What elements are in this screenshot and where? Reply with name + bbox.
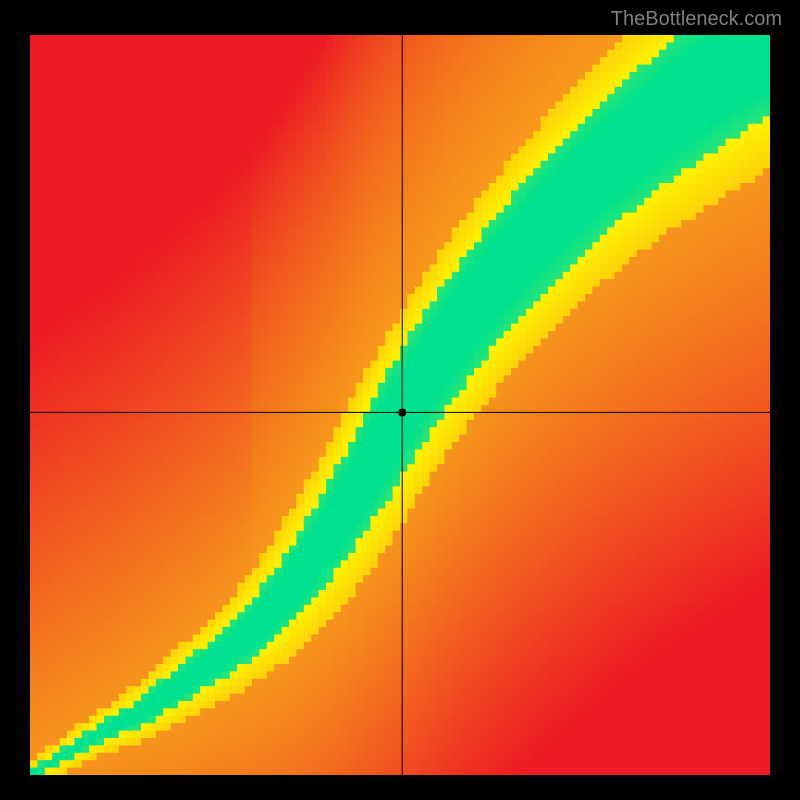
chart-container: TheBottleneck.com bbox=[0, 0, 800, 800]
watermark-text: TheBottleneck.com bbox=[611, 8, 782, 31]
heatmap-plot bbox=[30, 35, 770, 775]
